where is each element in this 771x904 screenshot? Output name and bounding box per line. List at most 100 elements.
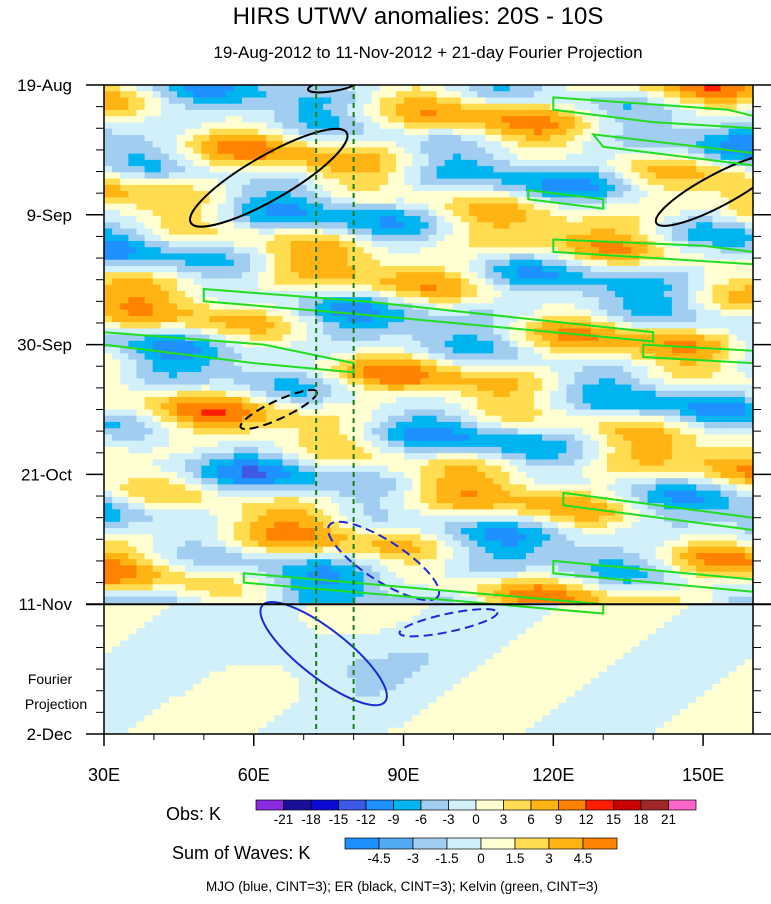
anomaly-cell [428,446,438,454]
anomaly-cell [412,309,421,317]
anomaly-cell [168,141,178,148]
anomaly-cell [250,446,259,454]
anomaly-cell [428,172,438,180]
anomaly-cell [168,128,178,136]
anomaly-cell [736,403,746,411]
anomaly-cell [744,159,753,167]
anomaly-cell [631,197,641,205]
anomaly-cell [404,128,413,136]
anomaly-cell [493,440,503,448]
anomaly-cell [160,85,170,92]
anomaly-cell [347,122,357,130]
anomaly-cell [379,184,389,192]
anomaly-cell [525,116,535,124]
anomaly-cell [469,372,478,379]
anomaly-cell [282,328,292,336]
anomaly-cell [550,147,559,155]
anomaly-cell [460,334,470,342]
anomaly-cell [712,340,722,348]
anomaly-cell [258,159,267,167]
anomaly-cell [371,153,381,161]
anomaly-cell [290,309,300,317]
anomaly-cell [250,353,259,361]
anomaly-cell [396,265,405,273]
anomaly-cell [217,259,227,267]
anomaly-cell [258,116,267,124]
anomaly-cell [379,253,389,261]
anomaly-cell [314,134,324,142]
anomaly-cell [615,209,624,217]
anomaly-cell [177,290,186,298]
anomaly-cell [331,159,340,167]
anomaly-cell [469,434,478,442]
anomaly-cell [582,122,592,130]
anomaly-cell [152,409,162,417]
anomaly-cell [558,222,568,230]
anomaly-cell [688,197,697,205]
anomaly-cell [671,465,681,473]
anomaly-cell [460,159,470,167]
anomaly-cell [177,134,186,142]
anomaly-cell [177,390,186,398]
anomaly-cell [347,216,357,223]
anomaly-cell [250,322,259,329]
anomaly-cell [485,359,494,367]
anomaly-cell [728,134,738,142]
anomaly-cell [542,153,551,161]
anomaly-cell [274,353,284,361]
anomaly-cell [339,322,348,329]
anomaly-cell [655,85,665,92]
anomaly-cell [404,328,413,336]
anomaly-cell [168,147,178,155]
anomaly-cell [679,172,689,180]
anomaly-cell [436,297,446,305]
anomaly-cell [493,272,503,280]
anomaly-cell [590,297,600,305]
anomaly-cell [639,428,649,436]
anomaly-cell [574,303,584,311]
anomaly-cell [517,197,527,205]
anomaly-cell [477,253,486,261]
anomaly-cell [298,278,308,286]
anomaly-cell [639,141,649,148]
anomaly-cell [168,428,178,436]
anomaly-cell [469,440,478,448]
anomaly-cell [209,353,219,361]
anomaly-cell [233,147,243,155]
anomaly-cell [306,347,316,354]
anomaly-cell [290,166,300,173]
anomaly-cell [501,446,511,454]
anomaly-cell [241,222,251,230]
anomaly-cell [420,359,430,367]
anomaly-cell [679,303,689,311]
anomaly-cell [606,384,616,392]
anomaly-cell [460,365,470,373]
anomaly-cell [258,372,267,379]
anomaly-cell [323,403,332,411]
anomaly-cell [371,272,381,280]
anomaly-cell [306,178,316,186]
anomaly-cell [615,365,624,373]
anomaly-cell [185,465,194,473]
anomaly-cell [160,471,170,479]
anomaly-cell [452,109,462,117]
anomaly-cell [623,197,632,205]
anomaly-cell [185,259,194,267]
anomaly-cell [436,315,446,323]
anomaly-cell [306,197,316,205]
anomaly-cell [379,290,389,298]
anomaly-cell [533,459,543,467]
anomaly-cell [177,109,186,117]
anomaly-cell [728,415,738,423]
anomaly-cell [371,178,381,186]
anomaly-cell [201,116,211,124]
anomaly-cell [582,241,592,248]
anomaly-cell [712,134,722,142]
anomaly-cell [679,166,689,173]
anomaly-cell [314,328,324,336]
anomaly-cell [185,384,194,392]
anomaly-cell [428,128,438,136]
anomaly-cell [469,465,478,473]
anomaly-cell [112,459,121,467]
anomaly-cell [339,428,348,436]
